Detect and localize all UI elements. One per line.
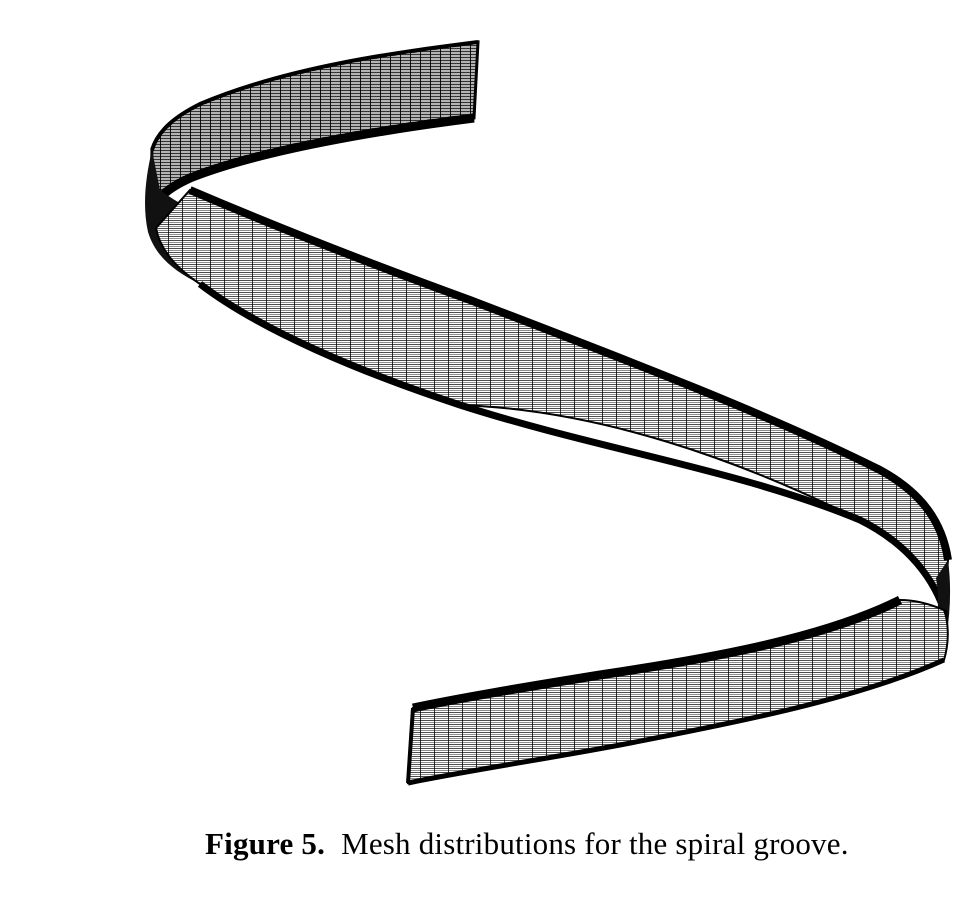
mesh-band-diagonal <box>154 186 952 612</box>
mesh-band-bottom <box>406 595 949 786</box>
figure <box>145 40 952 786</box>
figure-caption: Figure 5. Mesh distributions for the spir… <box>205 826 849 862</box>
caption-label: Figure 5. <box>205 826 326 861</box>
spiral-groove-mesh-image <box>145 40 952 786</box>
mesh-band-top <box>145 40 480 217</box>
caption-text: Mesh distributions for the spiral groove… <box>341 826 849 861</box>
